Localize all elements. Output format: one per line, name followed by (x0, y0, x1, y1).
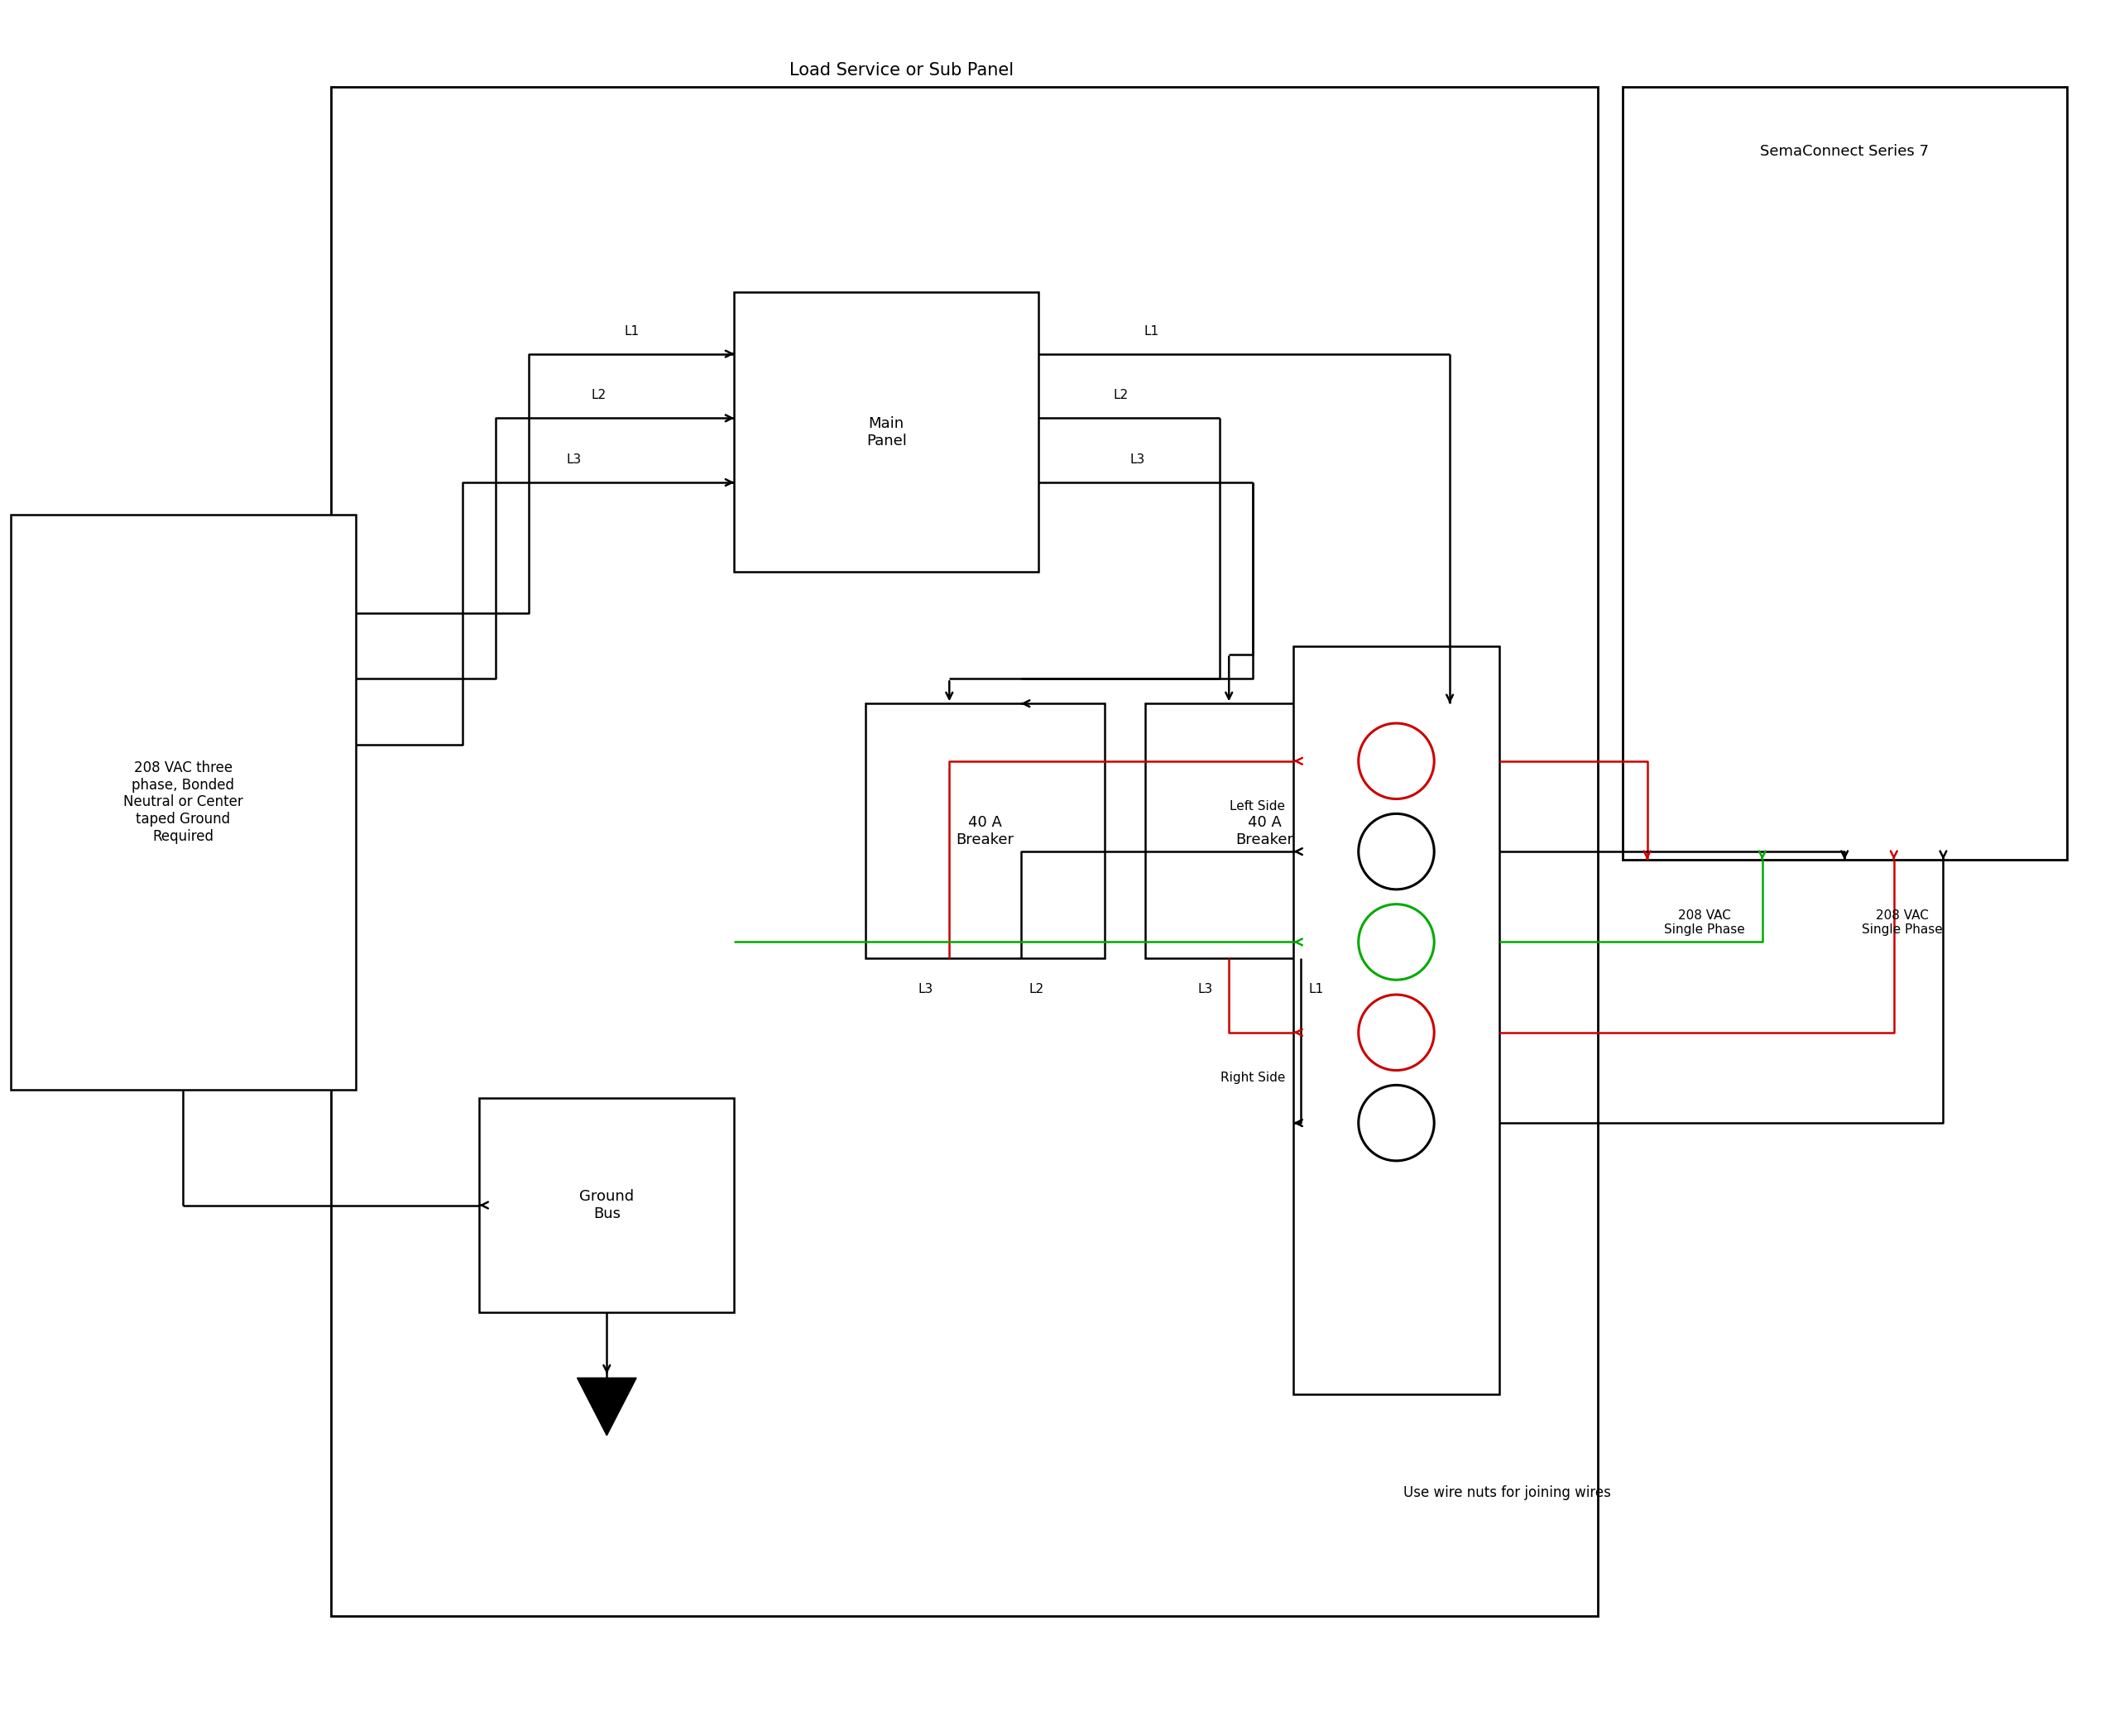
Text: Left Side: Left Side (1230, 800, 1285, 812)
Bar (1293, 646, 1498, 1394)
Text: Load Service or Sub Panel: Load Service or Sub Panel (789, 62, 1013, 78)
Text: L2: L2 (1114, 389, 1129, 401)
Bar (1146, 703, 1384, 958)
Text: Ground
Bus: Ground Bus (580, 1189, 635, 1220)
Text: 208 VAC
Single Phase: 208 VAC Single Phase (1665, 910, 1745, 936)
Text: Use wire nuts for joining wires: Use wire nuts for joining wires (1403, 1486, 1612, 1500)
Circle shape (1359, 995, 1435, 1071)
Text: L2: L2 (1030, 983, 1044, 995)
Bar (331, 87, 1597, 1616)
Text: 40 A
Breaker: 40 A Breaker (956, 814, 1015, 847)
Text: SemaConnect Series 7: SemaConnect Series 7 (1760, 144, 1929, 160)
Text: 208 VAC
Single Phase: 208 VAC Single Phase (1861, 910, 1943, 936)
Circle shape (1359, 724, 1435, 799)
Text: L1: L1 (1308, 983, 1323, 995)
Polygon shape (578, 1378, 637, 1436)
Bar (479, 1099, 734, 1312)
Text: Main
Panel: Main Panel (867, 417, 907, 448)
Circle shape (1359, 814, 1435, 889)
Text: L2: L2 (591, 389, 606, 401)
Text: L1: L1 (625, 325, 639, 337)
Text: L3: L3 (565, 453, 582, 465)
Bar (865, 703, 1104, 958)
Text: 40 A
Breaker: 40 A Breaker (1236, 814, 1293, 847)
Text: L1: L1 (1144, 325, 1158, 337)
Circle shape (1359, 1085, 1435, 1161)
Text: L3: L3 (918, 983, 933, 995)
Bar (11, 514, 357, 1090)
Text: 208 VAC three
phase, Bonded
Neutral or Center
taped Ground
Required: 208 VAC three phase, Bonded Neutral or C… (122, 760, 243, 844)
Text: L3: L3 (1196, 983, 1213, 995)
Bar (734, 292, 1038, 571)
Bar (1623, 87, 2066, 859)
Circle shape (1359, 904, 1435, 979)
Text: L3: L3 (1129, 453, 1146, 465)
Text: Right Side: Right Side (1220, 1071, 1285, 1083)
